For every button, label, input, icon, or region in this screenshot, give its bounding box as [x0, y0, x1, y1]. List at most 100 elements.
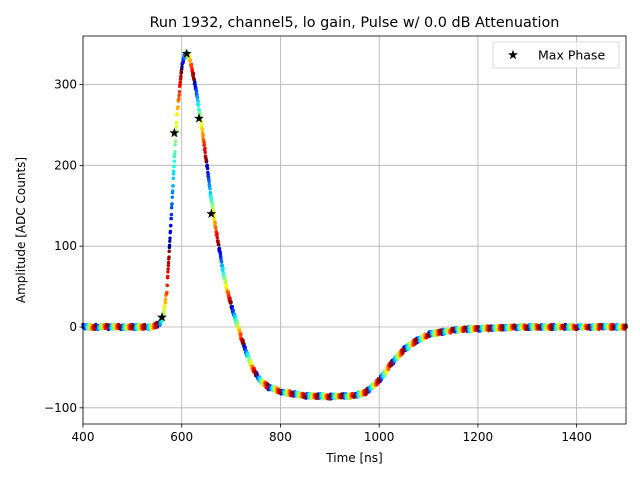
waveform-point — [173, 150, 177, 154]
waveform-point — [167, 249, 171, 254]
waveform-point — [201, 131, 205, 135]
waveform-point — [194, 89, 199, 93]
waveform-point — [303, 395, 307, 399]
waveform-point — [167, 243, 172, 248]
waveform-point — [426, 333, 431, 337]
waveform-point — [195, 92, 199, 97]
waveform-point — [213, 220, 217, 225]
waveform-point — [168, 229, 173, 234]
waveform-point — [228, 296, 232, 301]
y-tick-label: 300 — [54, 78, 77, 92]
waveform-point — [266, 382, 270, 387]
waveform-point — [223, 279, 228, 283]
waveform-point — [377, 378, 381, 383]
legend: Max Phase — [492, 41, 620, 69]
waveform-point — [230, 304, 235, 309]
waveform-point — [231, 308, 236, 313]
waveform-point — [172, 169, 176, 173]
waveform-point — [463, 325, 468, 330]
waveform-point — [217, 247, 222, 251]
waveform-point — [211, 209, 216, 213]
waveform-point — [199, 123, 204, 127]
waveform-point — [476, 325, 480, 329]
waveform-point — [166, 274, 170, 279]
waveform-point — [587, 325, 591, 329]
waveform-point — [105, 324, 110, 328]
waveform-point — [549, 324, 554, 328]
waveform-point — [204, 159, 208, 163]
waveform-point — [174, 120, 179, 125]
waveform-point — [525, 324, 529, 328]
waveform-point — [401, 348, 406, 352]
waveform-point — [154, 325, 159, 329]
waveform-point — [216, 239, 220, 243]
x-tick-label: 400 — [72, 430, 95, 444]
waveform-point — [241, 341, 245, 345]
y-tick-label: 100 — [54, 239, 77, 253]
waveform-point — [253, 372, 258, 377]
x-tick-label: 1000 — [364, 430, 395, 444]
waveform-point — [171, 172, 176, 176]
waveform-point — [163, 305, 167, 309]
x-axis-label: Time [ns] — [325, 451, 382, 465]
waveform-point — [233, 314, 238, 318]
y-axis-label: Amplitude [ADC Counts] — [14, 157, 28, 303]
waveform-point — [500, 324, 505, 328]
waveform-point — [191, 72, 196, 76]
waveform-point — [166, 270, 170, 274]
waveform-point — [171, 184, 175, 188]
waveform-point — [174, 124, 179, 128]
waveform-point — [178, 80, 182, 84]
plot-frame — [82, 35, 627, 425]
waveform-point — [488, 327, 492, 332]
waveform-point — [451, 327, 455, 331]
waveform-point — [229, 300, 233, 304]
x-tick-label: 1200 — [463, 430, 494, 444]
waveform-point — [170, 202, 174, 206]
waveform-point — [550, 326, 554, 331]
max-phase-star — [206, 208, 217, 219]
x-tick-label: 800 — [269, 430, 292, 444]
waveform-point — [167, 255, 171, 259]
waveform-point — [215, 233, 219, 237]
waveform-point — [169, 212, 174, 217]
waveform-point — [188, 58, 193, 63]
waveform-point — [201, 133, 205, 138]
waveform-point — [166, 263, 171, 268]
waveform-point — [179, 70, 184, 75]
waveform-point — [327, 393, 332, 398]
waveform-point — [173, 139, 178, 144]
waveform-point — [216, 242, 221, 247]
waveform-point — [574, 327, 579, 331]
waveform-point — [163, 300, 168, 305]
waveform-point — [221, 266, 225, 270]
waveform-point — [177, 90, 182, 94]
waveform-point — [599, 323, 603, 327]
waveform-point — [205, 163, 209, 168]
waveform-point — [92, 327, 97, 332]
waveform-point — [290, 391, 295, 395]
waveform-point — [203, 146, 207, 150]
waveform-point — [315, 393, 319, 398]
waveform-point — [166, 260, 171, 265]
legend-label: Max Phase — [538, 48, 605, 63]
waveform-point — [207, 179, 211, 184]
waveform-point — [195, 96, 200, 100]
waveform-point — [488, 325, 492, 329]
waveform-point — [208, 187, 212, 191]
legend-box — [492, 41, 620, 69]
waveform-point — [168, 239, 172, 243]
waveform-point — [413, 341, 418, 345]
waveform-point — [219, 260, 224, 264]
waveform-point — [414, 337, 418, 342]
waveform-point — [192, 77, 196, 81]
max-phase-star — [194, 113, 204, 123]
waveform-point — [239, 332, 243, 337]
waveform-point — [537, 326, 542, 330]
waveform-point — [162, 310, 166, 314]
waveform-point — [215, 236, 220, 240]
waveform-point — [181, 59, 186, 64]
waveform-point — [172, 164, 176, 168]
waveform-point — [205, 166, 210, 171]
